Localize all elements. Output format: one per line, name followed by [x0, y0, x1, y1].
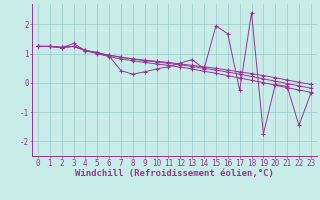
X-axis label: Windchill (Refroidissement éolien,°C): Windchill (Refroidissement éolien,°C) [75, 169, 274, 178]
